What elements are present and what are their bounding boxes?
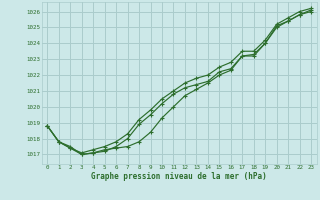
X-axis label: Graphe pression niveau de la mer (hPa): Graphe pression niveau de la mer (hPa) (91, 172, 267, 181)
